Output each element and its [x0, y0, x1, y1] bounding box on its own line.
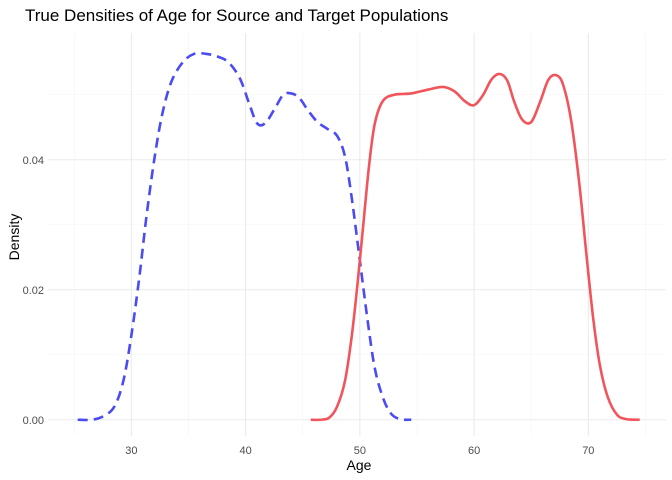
- chart-title: True Densities of Age for Source and Tar…: [25, 6, 448, 25]
- x-axis-title: Age: [347, 457, 372, 473]
- y-tick-label-2: 0.04: [23, 155, 44, 167]
- x-axis-ticks: 30 40 50 60 70: [125, 445, 594, 457]
- y-tick-label-0: 0.00: [23, 415, 44, 427]
- x-tick-label-1: 40: [239, 445, 251, 457]
- y-axis-ticks: 0.00 0.02 0.04: [23, 155, 44, 427]
- grid: [48, 33, 666, 436]
- y-axis-title: Density: [6, 214, 22, 261]
- x-tick-label-2: 50: [354, 445, 366, 457]
- x-tick-label-0: 30: [125, 445, 137, 457]
- x-tick-label-4: 70: [582, 445, 594, 457]
- x-tick-label-3: 60: [468, 445, 480, 457]
- density-line-solid: [310, 72, 640, 422]
- y-tick-label-1: 0.02: [23, 285, 44, 297]
- series-lines: [77, 51, 640, 422]
